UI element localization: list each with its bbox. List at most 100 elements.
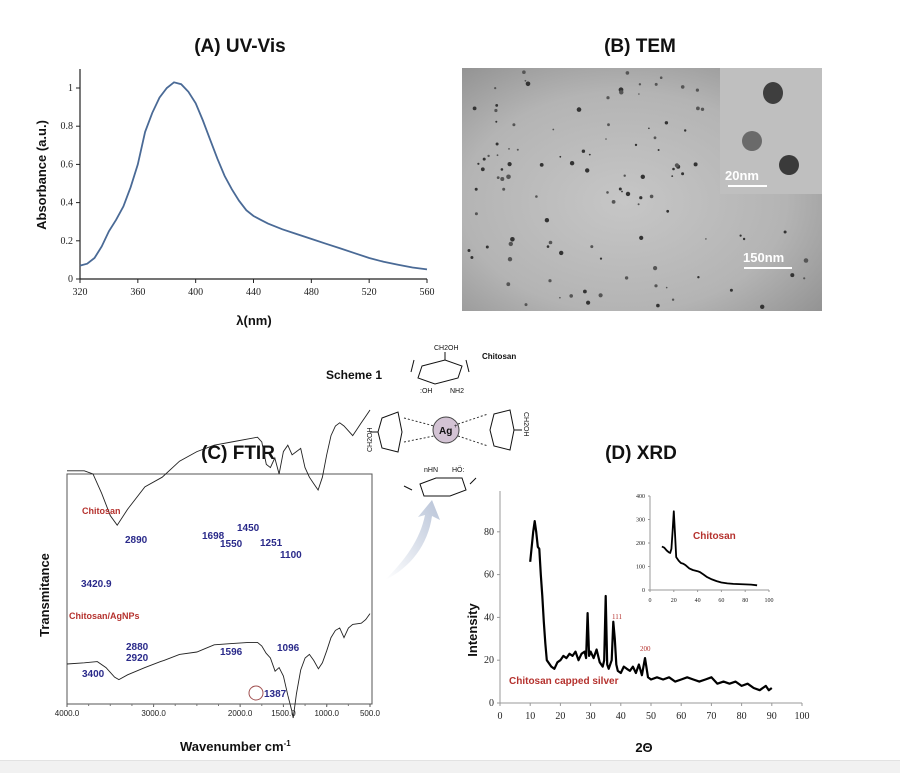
tem-particle	[611, 200, 616, 204]
tem-particle	[495, 142, 499, 146]
tem-particle	[506, 282, 511, 287]
scheme-oh-top: :OH	[420, 388, 432, 395]
tem-particle	[544, 218, 550, 223]
xrd-inset-series-line	[661, 510, 758, 587]
bottom-strip	[0, 760, 900, 773]
xrd-y-tick-label: 60	[484, 570, 494, 581]
tem-particle	[516, 148, 519, 151]
ftir-ticks: 4000.0 3000.0 2000.0 1500.0 1000.0 500.0	[55, 704, 381, 718]
tem-particle	[599, 257, 603, 260]
tem-particle	[697, 276, 700, 279]
scheme-arrow-icon	[385, 500, 440, 580]
ftir-peak-label: 1450	[237, 523, 260, 534]
tem-particle	[665, 286, 668, 289]
chitosan-ring-top	[410, 352, 470, 385]
tem-particle	[739, 234, 742, 237]
tem-particle	[639, 235, 644, 240]
tem-particle	[695, 88, 700, 92]
xrd-inset-label: Chitosan	[693, 531, 736, 542]
tem-particle	[605, 138, 607, 140]
tem-particle	[507, 257, 513, 262]
xrd-inset-ticks: 0 20 40 60 80 100 0 100 200 300 400	[636, 494, 774, 604]
tem-particle	[680, 85, 685, 89]
tem-particle	[525, 81, 531, 87]
tem-particle	[684, 129, 687, 132]
ftir-xlabel: Wavenumber cm-1	[180, 739, 291, 754]
xrd-inset-y-tick-label: 300	[636, 518, 645, 524]
tem-particle	[581, 149, 586, 153]
scheme-nh2-top: NH2	[450, 388, 464, 395]
xrd-x-tick-label: 100	[795, 711, 810, 722]
tem-particle	[693, 162, 698, 167]
xrd-y-tick-label: 20	[484, 655, 494, 666]
tem-particle	[477, 162, 480, 165]
tem-particle	[654, 82, 658, 86]
tem-particle	[654, 284, 658, 288]
tem-particle	[496, 154, 499, 157]
tem-particle	[696, 106, 700, 111]
tem-particle	[790, 273, 795, 278]
tem-particle	[535, 195, 538, 198]
tem-particle	[583, 289, 587, 294]
tem-particle	[621, 190, 623, 193]
tem-particle	[700, 107, 705, 112]
ftir-ylabel: Transmitance	[37, 553, 52, 637]
tem-particle	[576, 107, 582, 112]
tem-particle	[507, 162, 512, 167]
xrd-inset-x-tick-label: 20	[671, 598, 677, 604]
xrd-inset-y-tick-label: 100	[636, 565, 645, 571]
tem-particle	[671, 298, 675, 301]
xrd-inset-x-tick-label: 100	[765, 598, 774, 604]
xrd-annotation-111: 111	[612, 613, 622, 621]
tem-particle	[494, 108, 498, 113]
ftir-peak-label: 1596	[220, 647, 243, 658]
tem-particle	[524, 303, 528, 307]
xrd-y-tick-label: 80	[484, 527, 494, 538]
uvvis-y-tick-label: 0.8	[61, 121, 74, 132]
xrd-y-tick-label: 40	[484, 612, 494, 623]
ftir-peak-label: 3400	[82, 669, 105, 680]
uvvis-panel: (A) UV-Vis 320 360 400 440 480 520 560 0 0.2 0.4 0…	[34, 36, 435, 328]
tem-particle	[681, 172, 685, 176]
scheme-hn-bottom: nHN	[424, 467, 438, 474]
xrd-series-label: Chitosan capped silver	[509, 676, 619, 687]
tem-particle	[657, 149, 660, 151]
ftir-peak-label: 1387	[264, 689, 287, 700]
tem-particle	[548, 279, 552, 283]
uvvis-x-tick-label: 520	[362, 287, 377, 298]
ftir-x-tick-label: 1000.0	[314, 709, 339, 718]
tem-particle	[467, 249, 471, 252]
tem-particle	[705, 238, 707, 240]
tem-particle	[659, 76, 663, 79]
tem-particle	[664, 121, 669, 125]
xrd-x-tick-label: 50	[646, 711, 656, 722]
tem-particle	[495, 104, 499, 107]
tem-particle	[619, 90, 624, 95]
xrd-x-tick-label: 30	[586, 711, 596, 722]
tem-particle	[803, 277, 806, 280]
xrd-y-tick-label: 0	[489, 698, 494, 709]
tem-particle	[634, 143, 638, 147]
xrd-inset-x-tick-label: 40	[695, 598, 701, 604]
tem-particle	[496, 176, 500, 180]
ftir-xlabel-sup: -1	[284, 739, 292, 748]
tem-particle	[508, 241, 513, 247]
uvvis-ticks: 320 360 400 440 480 520 560 0 0.2 0.4 0.6 0.8 1	[61, 83, 435, 298]
ftir-title: (C) FTIR	[201, 443, 275, 464]
uvvis-x-tick-label: 360	[130, 287, 145, 298]
ftir-highlight-circle	[248, 685, 264, 701]
tem-particle	[671, 175, 674, 178]
xrd-ticks: 0 10 20 30 40 50 60 70 80 90 100 0 20 40 60 80	[484, 527, 810, 722]
tem-particle	[729, 288, 733, 292]
tem-particle	[653, 266, 658, 271]
tem-particle	[485, 245, 489, 249]
xrd-x-tick-label: 10	[525, 711, 535, 722]
tem-particle	[783, 230, 787, 234]
uvvis-x-tick-label: 480	[304, 287, 319, 298]
xrd-xlabel: 2Θ	[635, 740, 652, 755]
tem-particle	[623, 174, 626, 177]
tem-inset-particle	[779, 155, 799, 175]
tem-particle	[569, 161, 575, 166]
chitosan-ring-right	[489, 409, 522, 451]
